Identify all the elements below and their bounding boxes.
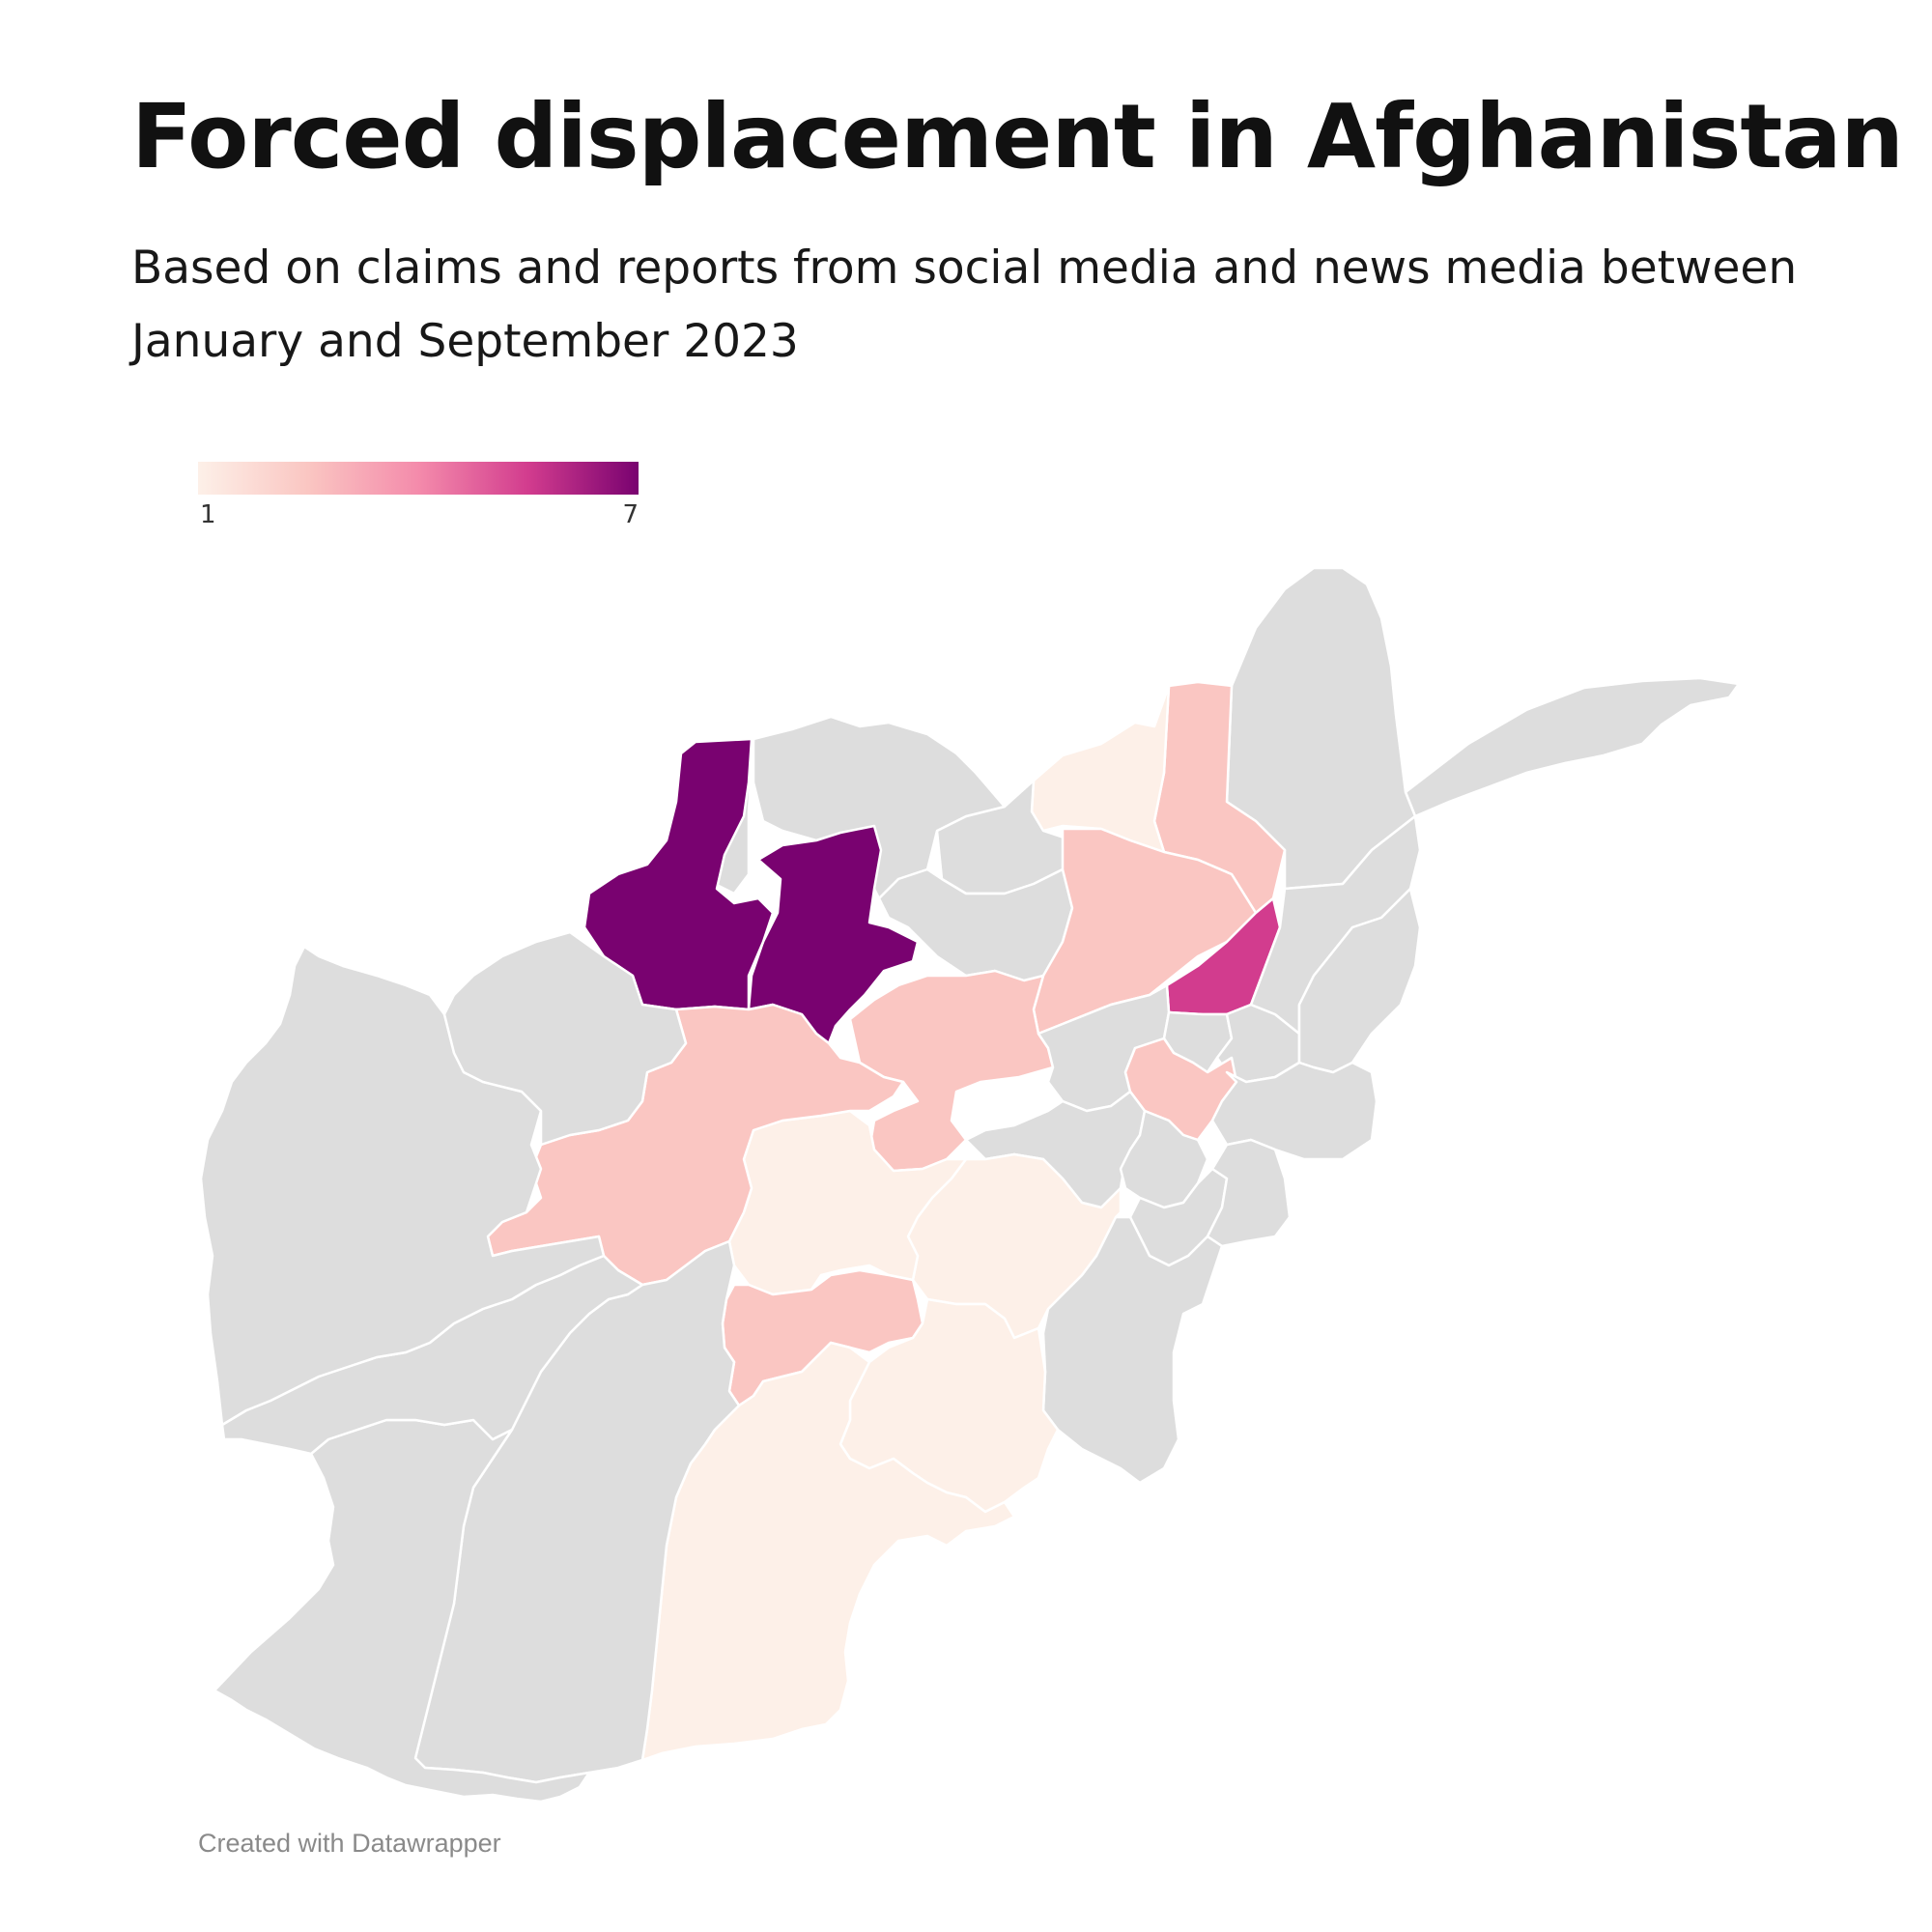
province-badghis[interactable]	[442, 930, 688, 1147]
legend-max-label: 7	[622, 500, 639, 529]
province-paktika[interactable]	[1041, 1215, 1224, 1485]
color-legend: 1 7	[198, 462, 639, 529]
legend-min-label: 1	[200, 500, 216, 529]
chart-title: Forced displacement in Afghanistan	[131, 85, 1904, 188]
province-bamyan[interactable]	[848, 969, 1055, 1173]
province-nangarhar[interactable]	[1210, 1061, 1378, 1161]
province-wakhan[interactable]	[1404, 676, 1741, 818]
province-baghlan[interactable]	[1032, 827, 1258, 1036]
legend-gradient-bar	[198, 462, 639, 495]
afghanistan-map	[199, 566, 1741, 1804]
province-khost[interactable]	[1206, 1138, 1292, 1248]
province-sar-e-pol[interactable]	[747, 824, 920, 1045]
datawrapper-credit: Created with Datawrapper	[198, 1829, 501, 1858]
province-nimroz[interactable]	[213, 1418, 591, 1804]
chart-subtitle: Based on claims and reports from social …	[131, 242, 1798, 368]
province-takhar[interactable]	[1030, 684, 1171, 854]
province-balkh[interactable]	[752, 715, 1007, 900]
